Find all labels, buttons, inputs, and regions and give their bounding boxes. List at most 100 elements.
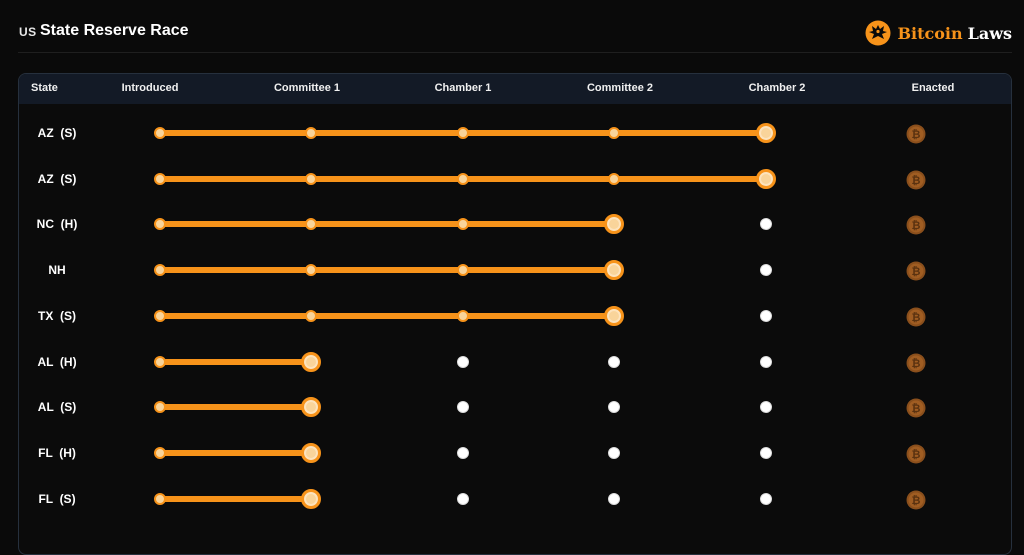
stage-dot-done [305, 218, 317, 231]
table-row[interactable]: AZ (S) ₿ [19, 156, 1011, 202]
stage-dot-done [305, 264, 317, 277]
stage-dot-current [756, 123, 776, 143]
app-header: US State Reserve Race Bitcoin Laws [0, 0, 1024, 52]
state-label-text: FL (S) [38, 491, 76, 506]
stage-dot-todo [457, 355, 469, 368]
progress-track [160, 221, 614, 228]
state-label-text: FL (H) [38, 445, 76, 460]
brand-name-laws: Laws [967, 23, 1012, 43]
stage-dot-done [305, 172, 317, 185]
svg-text:₿: ₿ [912, 311, 921, 324]
stage-dot-current [756, 168, 776, 189]
stage-dot-done [154, 172, 166, 185]
stage-dot-done [457, 309, 469, 322]
bitcoin-coin-icon: ₿ [906, 307, 926, 327]
column-header-chamber-1: Chamber 1 [434, 82, 492, 94]
stage-dot-todo [760, 264, 772, 277]
stage-dot-done [154, 264, 166, 277]
stage-dot-current [604, 305, 624, 326]
stage-dot-todo [760, 309, 772, 322]
bitcoin-coin-icon: ₿ [906, 124, 926, 144]
stage-dot-done [457, 127, 469, 139]
state-label-text: NH [48, 263, 66, 278]
column-header-committee-1: Committee 1 [273, 82, 341, 94]
stage-dot-todo [608, 401, 620, 414]
progress-track [160, 404, 311, 411]
progress-track [160, 267, 614, 274]
table-header: State Introduced Committee 1 Chamber 1 C… [19, 74, 1011, 104]
stage-dot-done [154, 309, 166, 322]
table-row[interactable]: FL (H) ₿ [19, 430, 1011, 476]
bitcoin-coin-icon: ₿ [906, 490, 926, 510]
bitcoin-coin-icon: ₿ [906, 170, 926, 190]
stage-dot-done [154, 355, 166, 368]
stage-dot-done [457, 172, 469, 185]
stage-dot-todo [760, 492, 772, 505]
state-label-text: TX (S) [38, 308, 76, 323]
bitcoin-coin-icon: ₿ [906, 353, 926, 372]
svg-text:₿: ₿ [912, 265, 921, 278]
svg-text:₿: ₿ [912, 402, 921, 415]
stage-dot-todo [457, 446, 469, 459]
table-row[interactable]: AL (H) ₿ [19, 339, 1011, 385]
bitcoin-coin-icon: ₿ [906, 444, 926, 464]
state-label-text: NC (H) [36, 217, 78, 232]
stage-dot-done [154, 127, 166, 139]
stage-dot-todo [457, 401, 469, 414]
stage-dot-current [301, 488, 321, 509]
svg-text:₿: ₿ [912, 219, 921, 232]
stage-dot-todo [608, 355, 620, 368]
stage-dot-todo [608, 492, 620, 505]
svg-text:₿: ₿ [912, 448, 921, 461]
brand-logo-link[interactable]: Bitcoin Laws [865, 19, 1012, 47]
stage-dot-done [457, 264, 469, 277]
table-row[interactable]: AL (S) ₿ [19, 384, 1011, 430]
stage-dot-todo [760, 446, 772, 459]
stage-dot-todo [760, 218, 772, 231]
table-row[interactable]: AZ (S) ₿ [19, 110, 1011, 156]
svg-text:₿: ₿ [912, 494, 921, 507]
table-body: AZ (S) ₿ AZ (S) ₿ NC (H) ₿ NH ₿ TX (S) ₿ AL (H) ₿ AL… [19, 74, 1011, 554]
stage-dot-done [154, 218, 166, 231]
stage-dot-current [301, 351, 321, 372]
stage-dot-done [608, 172, 620, 185]
stage-dot-todo [760, 401, 772, 414]
table-row[interactable]: TX (S) ₿ [19, 293, 1011, 339]
svg-text:₿: ₿ [912, 174, 921, 187]
table-row[interactable]: NC (H) ₿ [19, 201, 1011, 247]
column-header-introduced: Introduced [121, 82, 179, 94]
stage-dot-todo [608, 446, 620, 459]
eagle-logo-icon [865, 20, 891, 46]
stage-dot-current [301, 442, 321, 463]
state-label-text: AL (H) [37, 354, 77, 369]
column-header-committee-2: Committee 2 [586, 82, 654, 94]
svg-text:₿: ₿ [912, 128, 921, 141]
stage-dot-done [154, 446, 166, 459]
us-flag-label: US [19, 25, 37, 39]
brand-name-bitcoin: Bitcoin [897, 23, 963, 43]
stage-dot-current [604, 214, 624, 235]
stage-dot-done [154, 401, 166, 414]
column-header-enacted: Enacted [911, 82, 955, 94]
header-divider [18, 52, 1012, 53]
page-title: State Reserve Race [40, 22, 189, 39]
bitcoin-coin-icon: ₿ [906, 215, 926, 235]
table-row[interactable]: NH ₿ [19, 247, 1011, 293]
stage-dot-todo [760, 355, 772, 368]
state-label-text: AZ (S) [37, 171, 77, 186]
stage-dot-done [608, 127, 620, 139]
table-row[interactable]: FL (S) ₿ [19, 476, 1011, 522]
svg-text:₿: ₿ [912, 357, 921, 370]
progress-track [160, 449, 311, 456]
stage-dot-done [305, 309, 317, 322]
column-header-state: State [31, 82, 58, 94]
state-label-text: AZ (S) [37, 126, 77, 140]
progress-track [160, 358, 311, 365]
bitcoin-coin-icon: ₿ [906, 398, 926, 418]
race-table: State Introduced Committee 1 Chamber 1 C… [18, 73, 1012, 555]
stage-dot-done [305, 127, 317, 139]
progress-track [160, 312, 614, 319]
stage-dot-current [301, 397, 321, 418]
bitcoin-coin-icon: ₿ [906, 261, 926, 281]
state-label-text: AL (S) [37, 400, 77, 415]
